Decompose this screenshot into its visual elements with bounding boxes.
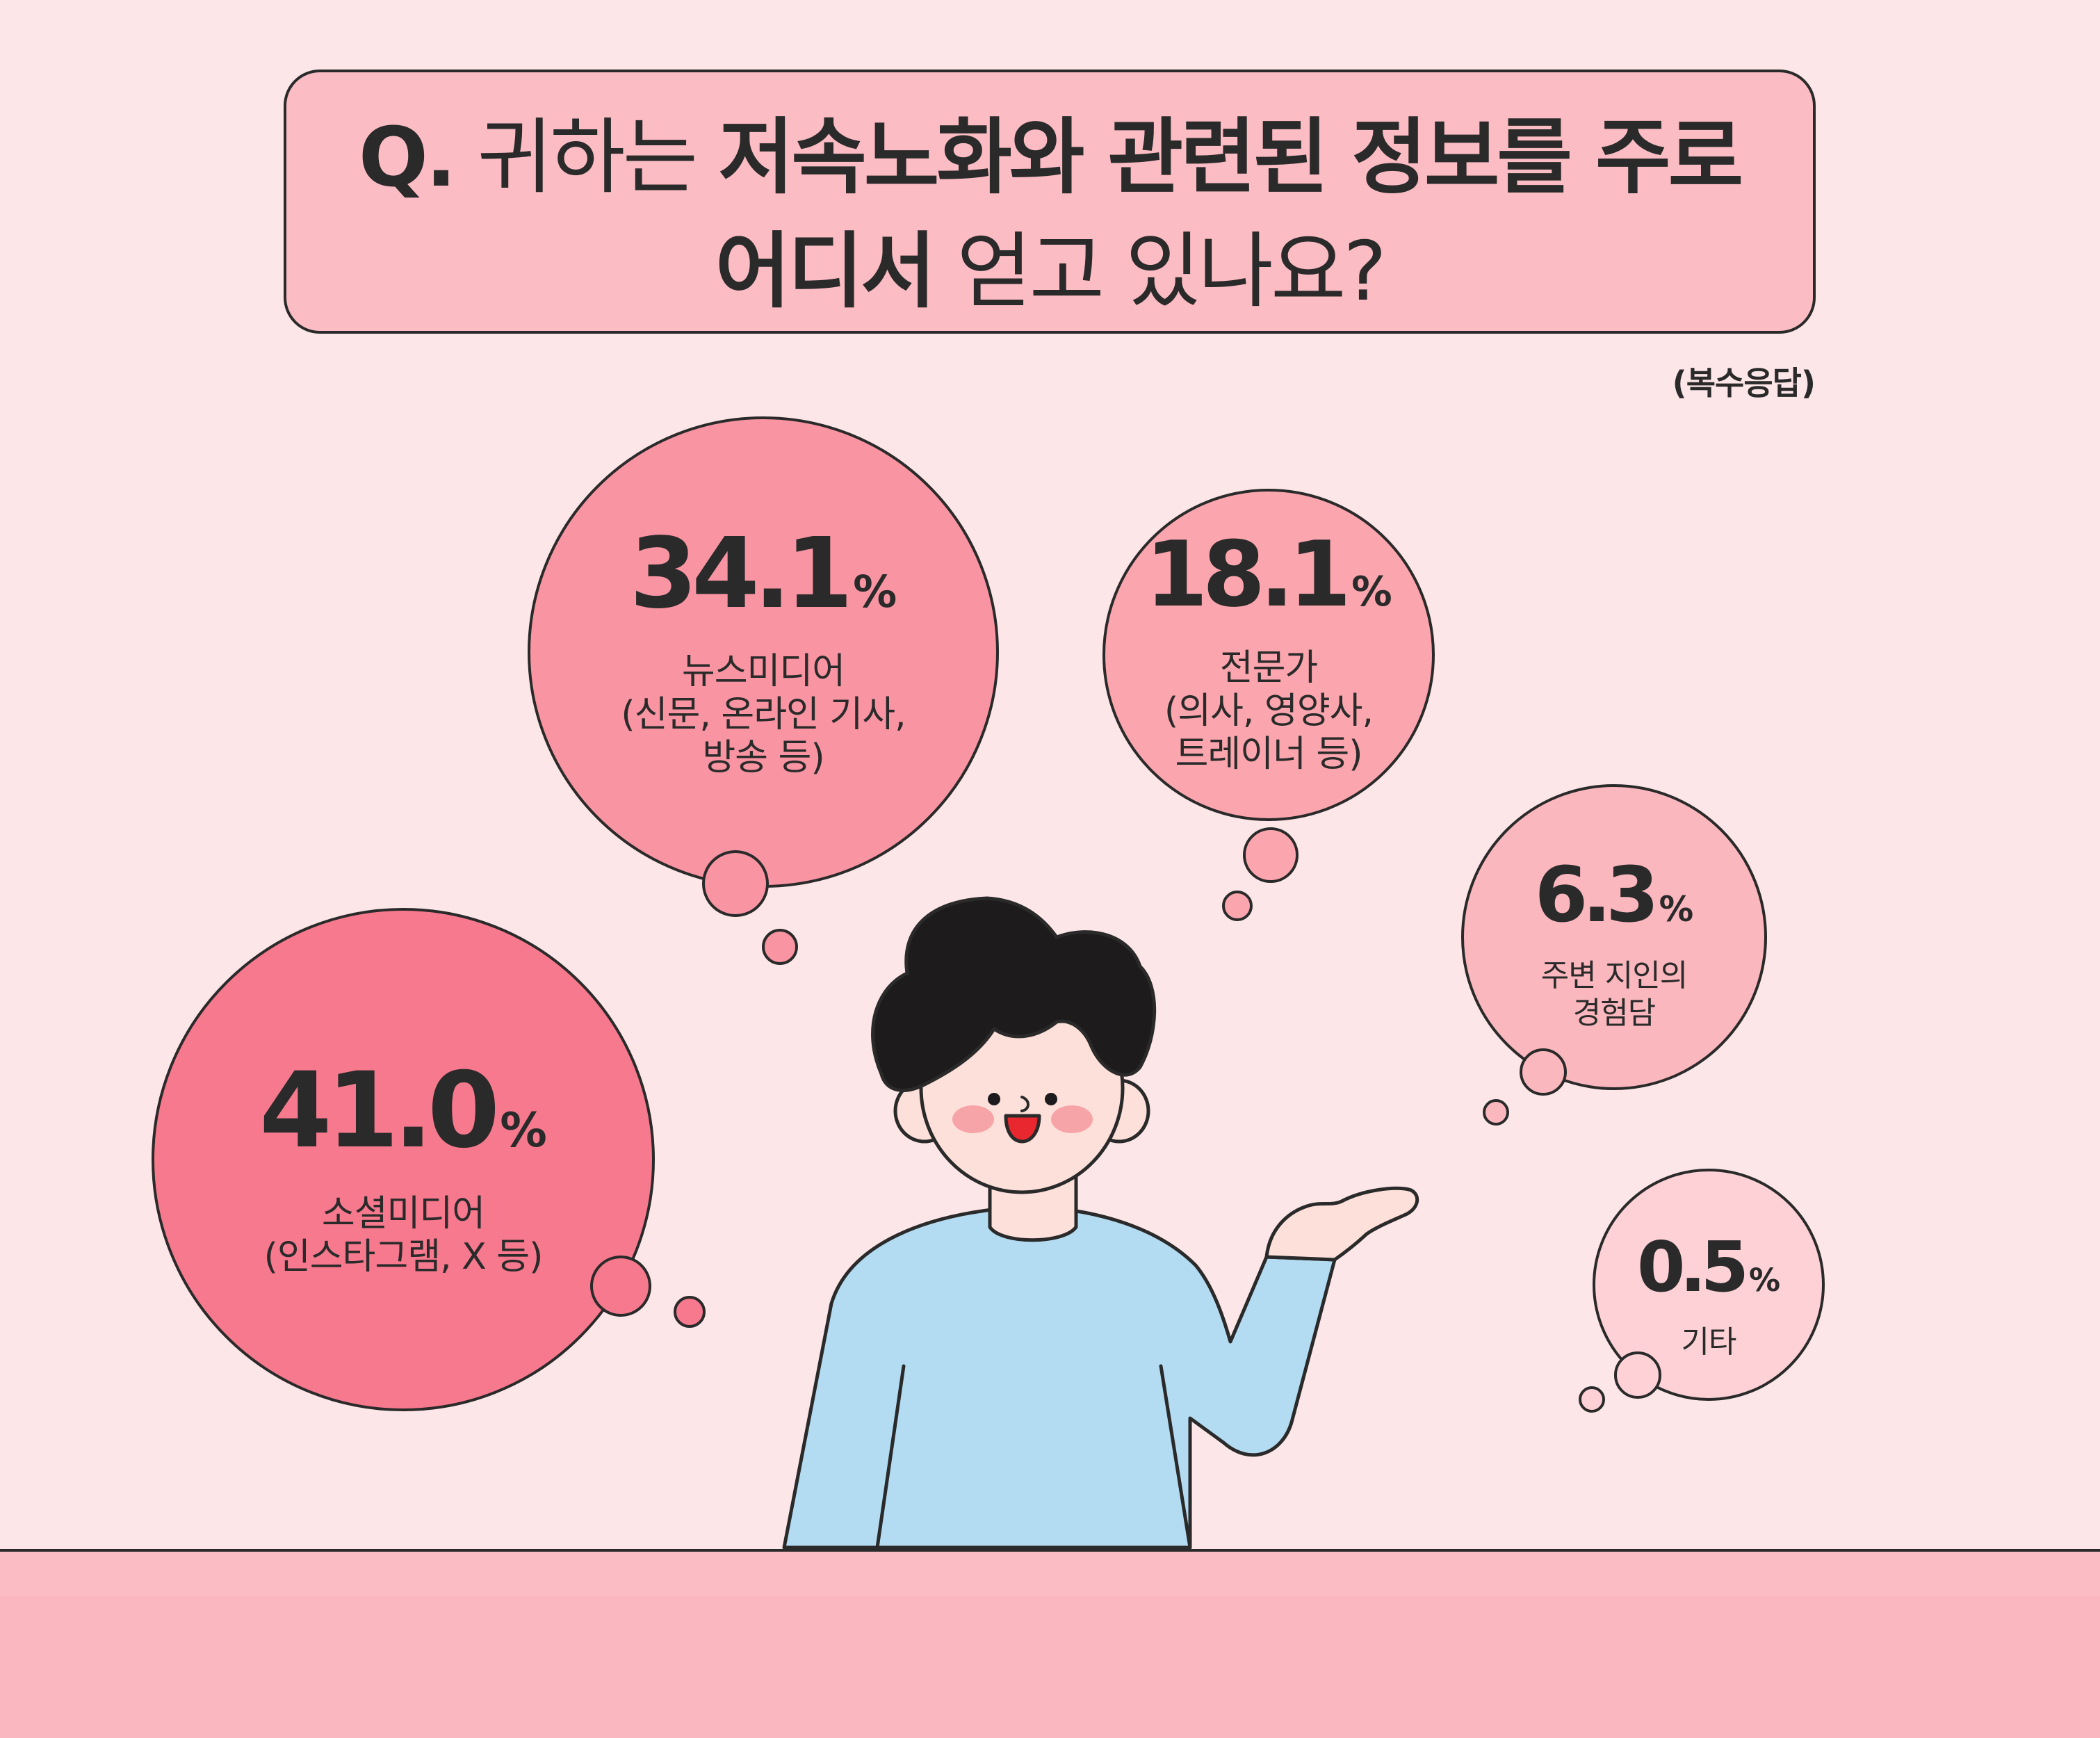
percent-value-expert: 18.1% — [1145, 527, 1392, 640]
category-line: (인스타그램, X 등) — [263, 1235, 544, 1278]
bubble-tail-social-2 — [674, 1296, 706, 1328]
percent-value-acquaint: 6.3% — [1535, 854, 1694, 950]
person-hand — [1264, 1186, 1419, 1262]
percent-number: 0.5 — [1636, 1226, 1749, 1308]
person-thinking-illustration — [782, 896, 1419, 1550]
category-label-news: 뉴스미디어 (신문, 온라인 기사, 방송 등) — [621, 650, 906, 779]
percent-sign: % — [1749, 1262, 1781, 1299]
category-line: 트레이너 등) — [1175, 733, 1362, 775]
bubble-tail-expert-2 — [1222, 891, 1253, 921]
question-title-box: Q. 귀하는 저속노화와 관련된 정보를 주로 어디서 얻고 있나요? — [284, 70, 1816, 334]
bubble-tail-expert-1 — [1243, 827, 1299, 883]
question-text-light-2: 얻고 있나요? — [957, 223, 1387, 319]
question-text-bold: 저속노화와 관련된 정보를 주로 — [718, 109, 1744, 205]
percent-value-social: 41.0% — [259, 1056, 547, 1185]
percent-value-news: 34.1% — [621, 523, 905, 643]
category-line: (의사, 영양사, — [1164, 690, 1374, 732]
percent-sign: % — [500, 1103, 547, 1158]
bubble-tail-acquaint-1 — [1520, 1048, 1567, 1096]
person-eye-right — [1045, 1093, 1057, 1105]
person-hair — [871, 896, 1157, 1092]
bubble-label-news: 34.1% 뉴스미디어 (신문, 온라인 기사, 방송 등) — [621, 523, 906, 779]
category-line: 주변 지인의 — [1540, 957, 1688, 993]
question-text-light: 귀하는 — [477, 109, 698, 205]
bubble-label-other: 0.5% 기타 — [1637, 1231, 1780, 1361]
bubble-expert — [1102, 489, 1435, 821]
bubble-tail-social-1 — [590, 1256, 651, 1317]
bubble-tail-other-1 — [1614, 1351, 1661, 1399]
multiple-response-note: (복수응답) — [1672, 364, 1816, 402]
category-line: 경험담 — [1572, 995, 1656, 1031]
person-cheek-right — [1051, 1105, 1093, 1133]
bubble-group — [152, 416, 1825, 1413]
category-label-other: 기타 — [1637, 1324, 1780, 1361]
category-label-expert: 전문가 (의사, 영양사, 트레이너 등) — [1145, 647, 1392, 776]
percent-number: 18.1 — [1145, 521, 1351, 627]
percent-number: 34.1 — [629, 517, 853, 631]
bubble-social — [152, 908, 655, 1411]
person-cheek-left — [952, 1105, 994, 1133]
bubble-tail-news-1 — [702, 850, 769, 917]
person-shirt — [782, 1205, 1337, 1550]
bubble-label-acquaint: 6.3% 주변 지인의 경험담 — [1535, 854, 1694, 1032]
percent-value-other: 0.5% — [1637, 1231, 1780, 1317]
bubble-tail-news-2 — [762, 929, 798, 965]
percent-sign: % — [1351, 568, 1392, 615]
question-title-line-2: 어디서 얻고 있나요? — [286, 214, 1813, 328]
question-title-line-1: Q. 귀하는 저속노화와 관련된 정보를 주로 — [286, 100, 1813, 214]
percent-number: 41.0 — [259, 1050, 500, 1171]
person-mouth — [1004, 1114, 1041, 1144]
category-line: 전문가 — [1219, 647, 1319, 689]
person-nose — [1020, 1096, 1029, 1112]
bubble-label-social: 41.0% 소셜미디어 (인스타그램, X 등) — [259, 1056, 547, 1278]
bubble-other — [1593, 1169, 1825, 1401]
bubble-tail-other-2 — [1579, 1386, 1605, 1413]
category-line: (신문, 온라인 기사, — [621, 694, 906, 736]
bubble-tail-acquaint-2 — [1483, 1099, 1509, 1126]
person-arm-line-left — [875, 1364, 906, 1550]
category-line: 뉴스미디어 — [681, 651, 845, 692]
category-label-acquaint: 주변 지인의 경험담 — [1535, 957, 1693, 1032]
percent-sign: % — [1659, 889, 1694, 929]
question-prefix: Q. — [358, 109, 457, 205]
person-arm-line-right — [1159, 1364, 1192, 1550]
category-line: 방송 등) — [702, 737, 824, 779]
floor-base — [0, 1596, 2100, 1738]
percent-sign: % — [853, 567, 897, 617]
floor-band — [0, 1549, 2100, 1599]
category-label-social: 소셜미디어 (인스타그램, X 등) — [259, 1192, 547, 1278]
bubble-acquaint — [1461, 784, 1767, 1090]
person-eye-left — [988, 1093, 1000, 1105]
category-line: 기타 — [1681, 1324, 1737, 1360]
percent-number: 6.3 — [1534, 850, 1659, 939]
question-text-bold-2: 어디서 — [715, 223, 936, 319]
bubble-label-expert: 18.1% 전문가 (의사, 영양사, 트레이너 등) — [1145, 527, 1392, 776]
category-line: 소셜미디어 — [321, 1192, 485, 1235]
